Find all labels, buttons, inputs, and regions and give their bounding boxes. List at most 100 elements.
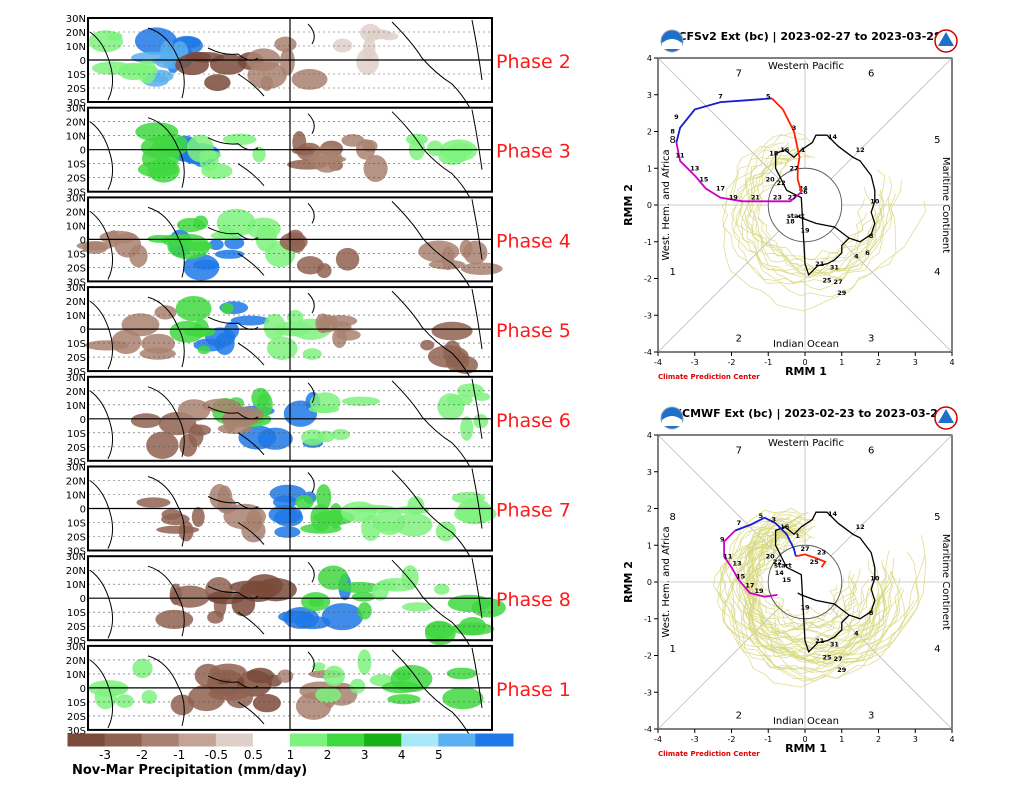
trajectory-day-label: 12 bbox=[856, 523, 865, 531]
precip-anomaly-patch bbox=[277, 610, 314, 623]
colorbar-tick: -2 bbox=[136, 748, 148, 762]
latitude-label: 30S bbox=[67, 277, 86, 288]
ensemble-member-line bbox=[738, 517, 874, 664]
latitude-label: 10S bbox=[67, 519, 86, 530]
precip-anomaly-patch bbox=[387, 694, 421, 705]
precip-anomaly-patch bbox=[283, 400, 318, 427]
y-tick-label: 1 bbox=[647, 164, 652, 173]
precip-anomaly-patch bbox=[193, 215, 209, 230]
rmm-title: CFSv2 Ext (bc) | 2023-02-27 to 2023-03-2… bbox=[678, 30, 941, 43]
latitude-label: 20N bbox=[66, 656, 86, 667]
ensemble-member-line bbox=[746, 157, 885, 291]
precip-anomaly-patch bbox=[408, 137, 426, 161]
ensemble-member-line bbox=[721, 514, 901, 670]
phase-number: 4 bbox=[934, 267, 940, 278]
precip-anomaly-patch bbox=[277, 669, 294, 683]
phase-composite-maps: 30N 20N 10N 0 10S 20S 30S Phase 2 30N 20N 10N 0 10S 2… bbox=[66, 14, 571, 778]
noaa-logo-bird bbox=[662, 39, 682, 49]
precip-anomaly-patch bbox=[160, 40, 175, 67]
coastline bbox=[89, 199, 483, 288]
precip-anomaly-patch bbox=[246, 217, 281, 240]
ensemble-member-line bbox=[724, 519, 926, 680]
latitude-label: 10N bbox=[66, 42, 86, 53]
precip-anomaly-patch bbox=[473, 413, 489, 429]
panel-frame bbox=[87, 106, 493, 193]
trajectory-day-label: 25 bbox=[810, 558, 820, 566]
ensemble-member-line bbox=[733, 141, 897, 285]
precip-anomaly-patch bbox=[366, 29, 392, 40]
precip-anomaly-patch bbox=[209, 663, 247, 680]
precip-anomaly-patch bbox=[300, 523, 342, 534]
phase-number: 2 bbox=[736, 333, 742, 344]
precip-anomaly-patch bbox=[136, 497, 171, 508]
trajectory-day-label: 18 bbox=[786, 218, 796, 226]
trajectory-day-label: 21 bbox=[815, 637, 825, 645]
ensemble-member-line bbox=[735, 523, 892, 656]
phase-label: Phase 4 bbox=[496, 230, 571, 252]
coastline bbox=[89, 647, 483, 737]
y-tick-label: 2 bbox=[647, 128, 652, 137]
trajectory-day-label: 3 bbox=[792, 124, 797, 132]
phase-boundary-line bbox=[657, 230, 780, 353]
precip-anomaly-patch bbox=[192, 259, 220, 270]
precip-anomaly-patch bbox=[312, 662, 326, 671]
x-tick-label: 0 bbox=[802, 735, 807, 744]
phase-label: Phase 5 bbox=[496, 320, 571, 342]
ensemble-members bbox=[721, 131, 926, 312]
rmm-region-bottom: Indian Ocean bbox=[773, 339, 839, 350]
precip-anomaly-patch bbox=[438, 146, 467, 165]
latitude-label: 10N bbox=[66, 580, 86, 591]
precip-anomaly-patch bbox=[463, 240, 488, 265]
rmm-xlabel: RMM 1 bbox=[785, 742, 827, 755]
phase-panel: 30N 20N 10N 0 10S 20S 30S Phase 1 bbox=[66, 642, 571, 737]
precip-anomaly-patch bbox=[321, 603, 364, 631]
trajectory-day-label: 9 bbox=[674, 113, 679, 121]
panel-frame bbox=[87, 196, 493, 283]
latitude-label: 0 bbox=[80, 684, 86, 695]
trajectory-day-label: 12 bbox=[856, 146, 865, 154]
ensemble-member-line bbox=[716, 517, 917, 682]
ensemble-member-line bbox=[743, 530, 905, 649]
precip-anomaly-patch bbox=[311, 145, 343, 173]
precip-anomaly-patch bbox=[121, 313, 160, 337]
trajectory-day-label: 29 bbox=[837, 666, 847, 674]
y-tick-label: -2 bbox=[644, 275, 652, 284]
panel-frame bbox=[87, 17, 493, 103]
latitude-label: 10S bbox=[67, 70, 86, 81]
nws-logo-emblem bbox=[938, 409, 954, 423]
latitude-label: 0 bbox=[80, 415, 86, 426]
precip-anomaly-patch bbox=[245, 509, 263, 533]
trajectory-day-label: 31 bbox=[830, 640, 840, 648]
trajectory-day-label: 17 bbox=[745, 582, 754, 590]
trajectory-day-label: 23 bbox=[773, 194, 782, 202]
phase-panel: 30N 20N 10N 0 10S 20S 30S Phase 5 bbox=[66, 283, 571, 378]
y-tick-label: -3 bbox=[644, 311, 652, 320]
precip-anomaly-patch bbox=[287, 309, 304, 325]
precip-anomaly-patch bbox=[189, 424, 211, 436]
latitude-label: 30S bbox=[67, 636, 86, 647]
precip-anomaly-patch bbox=[76, 241, 113, 251]
panel-frame bbox=[87, 644, 493, 731]
precip-anomaly-patch bbox=[169, 585, 210, 608]
x-tick-label: -3 bbox=[691, 358, 699, 367]
latitude-label: 20N bbox=[66, 207, 86, 218]
trajectory-day-label: 15 bbox=[699, 175, 709, 183]
phase-panel: 30N 20N 10N 0 10S 20S 30S Phase 4 bbox=[66, 193, 571, 288]
latitude-label: 20N bbox=[66, 566, 86, 577]
trajectory-day-label: 16 bbox=[780, 146, 790, 154]
phase-number: 4 bbox=[934, 644, 940, 655]
x-tick-label: -4 bbox=[654, 358, 662, 367]
precip-anomaly-patch bbox=[401, 602, 433, 612]
latitude-label: 20S bbox=[67, 353, 86, 364]
precip-anomaly-patch bbox=[458, 617, 487, 636]
y-tick-label: 4 bbox=[647, 54, 652, 63]
rmm-region-bottom: Indian Ocean bbox=[773, 716, 839, 727]
latitude-label: 0 bbox=[80, 146, 86, 157]
phase-number: 2 bbox=[736, 710, 742, 721]
cfsv2-rmm-phase-diagram: CFSv2 Ext (bc) | 2023-02-27 to 2023-03-2… bbox=[622, 29, 958, 381]
trajectory-day-label: 20 bbox=[766, 552, 776, 560]
precip-anomaly-patch bbox=[357, 649, 372, 675]
latitude-label: 30S bbox=[67, 98, 86, 109]
trajectory-day-label: 14 bbox=[828, 510, 838, 518]
trajectory-day-label: 31 bbox=[830, 263, 840, 271]
